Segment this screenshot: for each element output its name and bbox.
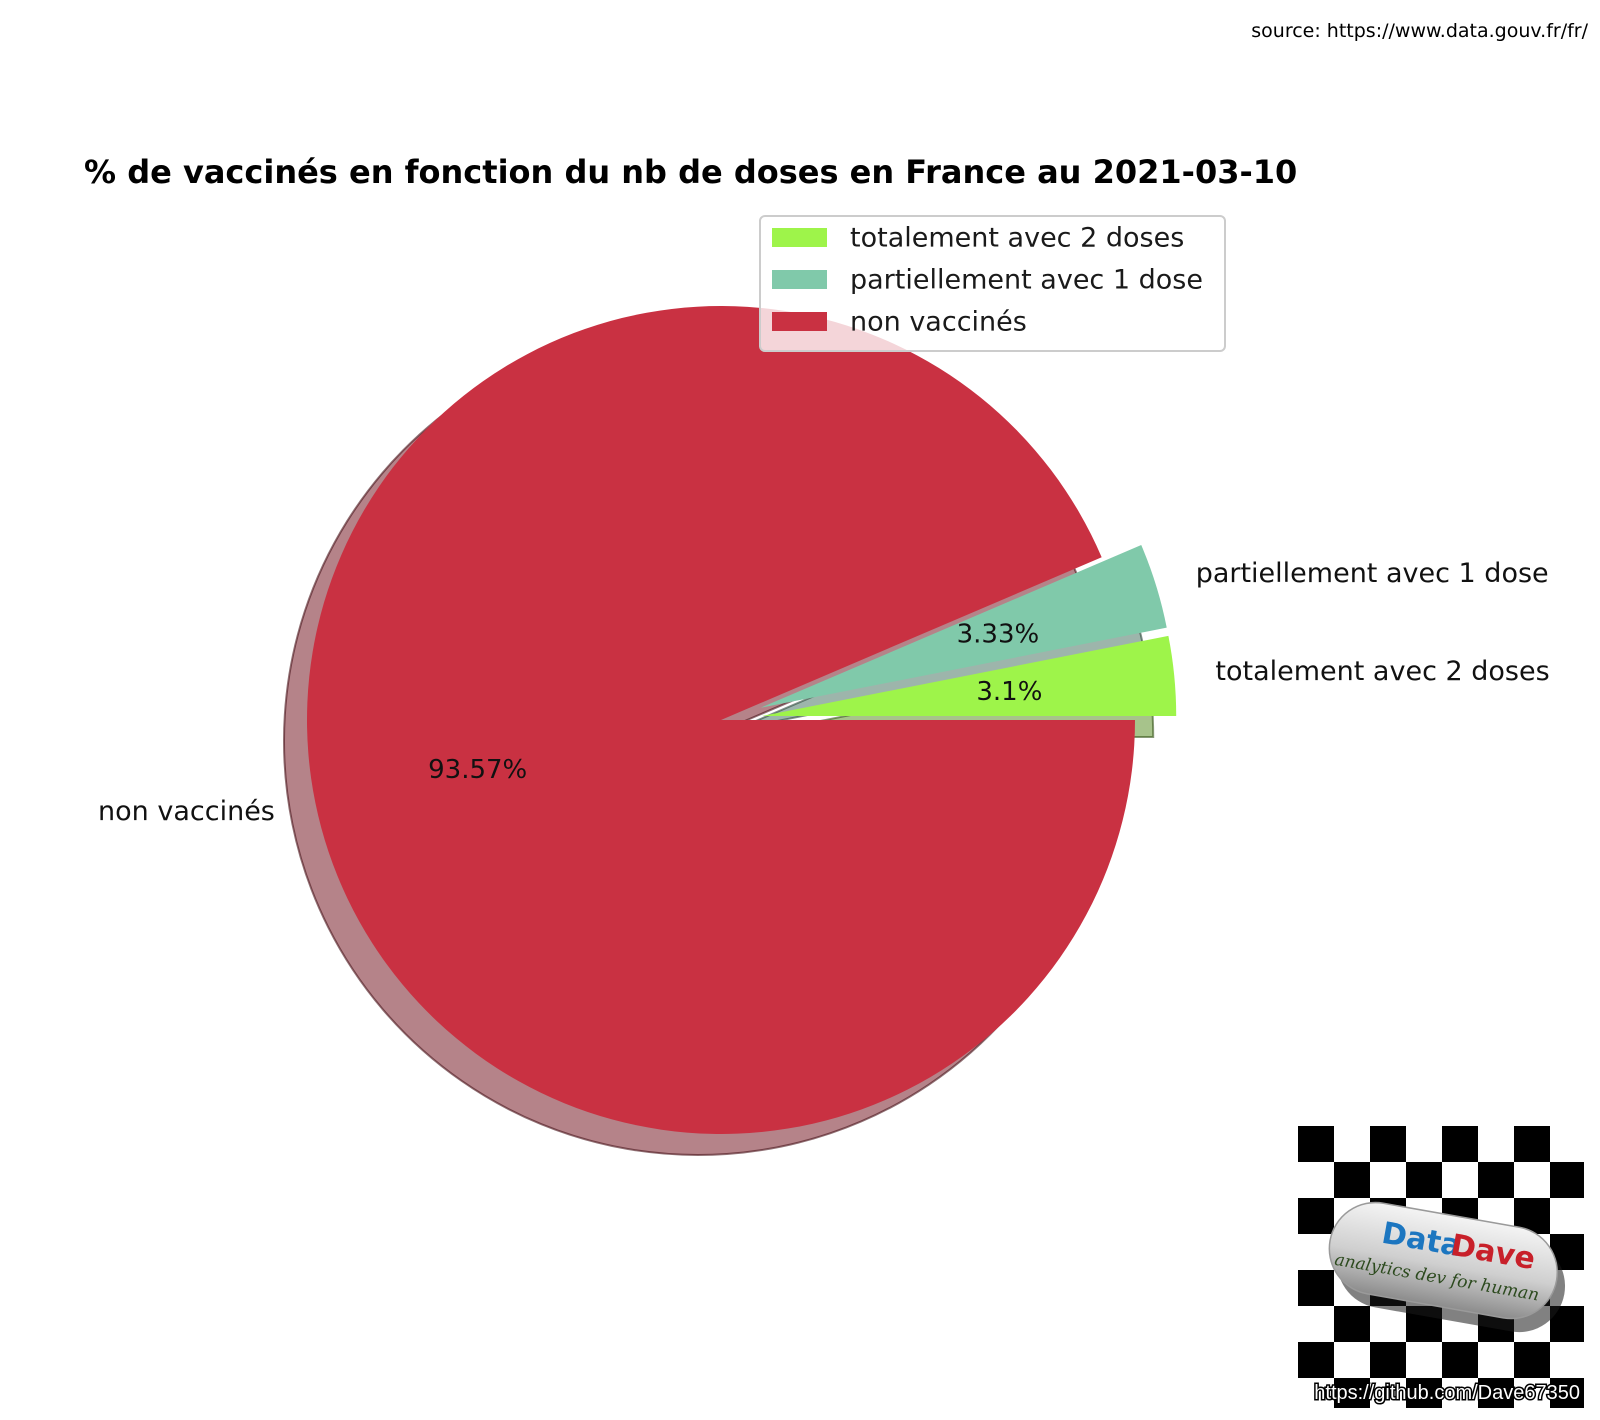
logo-checker-square [1478, 1378, 1514, 1408]
legend-entries: totalement avec 2 doses partiellement ave… [772, 223, 1203, 338]
datadave-logo: Data Dave analytics dev for human https:… [1298, 1126, 1584, 1408]
logo-pill: Data Dave analytics dev for human [1328, 1201, 1566, 1333]
legend-swatch-totalement-avec-2-doses [772, 228, 827, 247]
source-note: source: https://www.data.gouv.fr/fr/ [1251, 20, 1588, 42]
pie-slice-layer [307, 305, 1177, 1134]
logo-checker-square [1334, 1378, 1370, 1408]
logo-pill-body [1328, 1201, 1559, 1320]
pie-label-layer: totalement avec 2 doses 3.1% partiellement… [98, 558, 1550, 827]
logo-checker-square [1370, 1126, 1406, 1162]
logo-checker-square [1334, 1306, 1370, 1342]
legend-label-non-vaccines: non vaccinés [850, 307, 1027, 338]
slice-label-non-vaccines: non vaccinés [98, 796, 275, 827]
logo-checker-square [1550, 1162, 1584, 1198]
pie-slice-partiellement-avec-1-dose [760, 545, 1167, 708]
logo-checker-square [1550, 1378, 1584, 1408]
logo-checker-square [1478, 1162, 1514, 1198]
logo-checker-square [1298, 1198, 1334, 1234]
pie-slice-totalement-avec-2-doses [762, 635, 1177, 716]
pie-slice-non-vaccines [307, 305, 1135, 1134]
logo-url: https://github.com/Dave67350 [1314, 1382, 1580, 1404]
legend-swatch-non-vaccines [772, 312, 827, 331]
legend-box [759, 215, 1226, 352]
logo-checker-square [1406, 1378, 1442, 1408]
logo-checker-square [1334, 1162, 1370, 1198]
slice-label-totalement-avec-2-doses: totalement avec 2 doses [1215, 656, 1549, 687]
logo-checker-square [1514, 1342, 1550, 1378]
slice-percent-partiellement-avec-1-dose: 3.33% [957, 620, 1040, 650]
chart-title: % de vaccinés en fonction du nb de doses… [84, 153, 1297, 191]
slice-percent-non-vaccines: 93.57% [428, 755, 527, 785]
logo-checker-square [1370, 1342, 1406, 1378]
logo-checker-square [1298, 1342, 1334, 1378]
logo-checker-square [1406, 1162, 1442, 1198]
logo-checker-square [1514, 1126, 1550, 1162]
legend-swatch-partiellement-avec-1-dose [772, 270, 827, 289]
slice-label-partiellement-avec-1-dose: partiellement avec 1 dose [1196, 558, 1549, 589]
logo-checker-square [1298, 1126, 1334, 1162]
logo-checker-square [1298, 1270, 1334, 1306]
legend: totalement avec 2 doses partiellement ave… [759, 215, 1226, 352]
logo-checker-square [1442, 1342, 1478, 1378]
legend-label-partiellement-avec-1-dose: partiellement avec 1 dose [850, 265, 1203, 296]
logo-checker-square [1442, 1126, 1478, 1162]
legend-label-totalement-avec-2-doses: totalement avec 2 doses [850, 223, 1184, 254]
slice-percent-totalement-avec-2-doses: 3.1% [976, 677, 1042, 707]
